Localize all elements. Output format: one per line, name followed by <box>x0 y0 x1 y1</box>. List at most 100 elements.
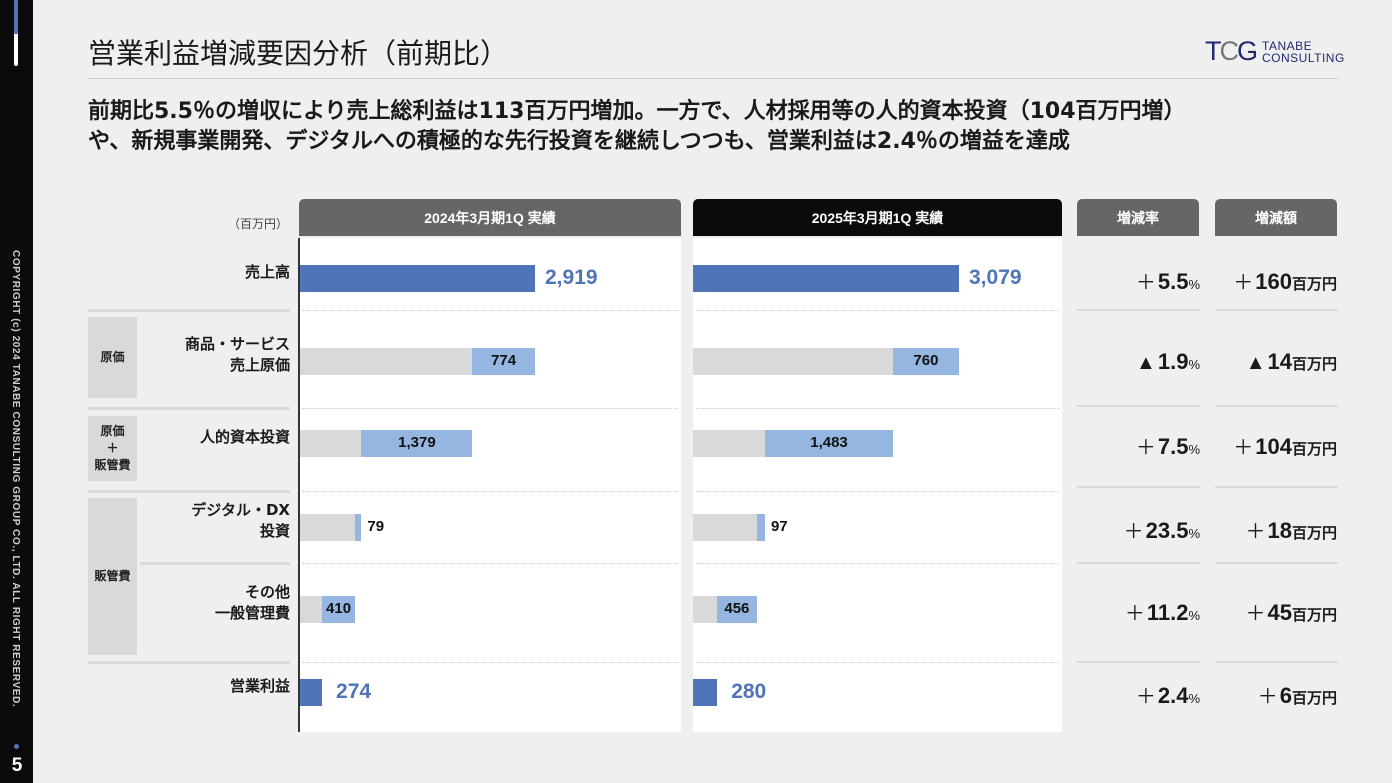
value-label: 274 <box>336 680 372 703</box>
rate-value: 2.4 <box>1157 683 1189 708</box>
lead-message: 前期比5.5％の増収により売上総利益は113百万円増加。一方で、人材採用等の人的… <box>88 97 1186 157</box>
sign: ＋ <box>1245 521 1266 543</box>
row-divider <box>696 408 1060 409</box>
row-divider <box>1077 405 1200 407</box>
header-prev: 2024年3月期1Q 実績 <box>299 199 681 236</box>
unit-label: （百万円） <box>228 217 289 231</box>
row-divider <box>302 408 678 409</box>
header-amount: 増減額 <box>1215 199 1337 236</box>
amount-unit: 百万円 <box>1291 441 1337 458</box>
amount-value: 18 <box>1267 518 1292 543</box>
rate-unit: % <box>1188 526 1200 541</box>
panel-curr <box>693 238 1062 732</box>
value-label: 280 <box>731 680 767 703</box>
row-divider <box>302 310 678 311</box>
page-title: 営業利益増減要因分析（前期比） <box>88 37 509 70</box>
rate-unit: % <box>1188 442 1200 457</box>
row-divider <box>1077 309 1200 311</box>
bar-base <box>693 430 765 457</box>
dot-icon <box>14 744 19 749</box>
lead-line: 前期比5.5％の増収により売上総利益は113百万円増加。一方で、人材採用等の人的… <box>88 99 1186 124</box>
row-divider <box>88 661 290 664</box>
rate-unit: % <box>1188 357 1200 372</box>
rate-value: 1.9 <box>1157 349 1189 374</box>
row-label: 営業利益 <box>229 676 290 695</box>
bar-delta <box>893 348 959 375</box>
amount-value: 45 <box>1267 600 1292 625</box>
value-label: 1,483 <box>810 434 848 451</box>
amount-cell: ＋160百万円 <box>1233 266 1337 295</box>
bar-base <box>300 348 473 375</box>
amount-unit: 百万円 <box>1291 690 1337 707</box>
title-divider <box>88 78 1338 79</box>
value-label: 410 <box>326 600 352 617</box>
amount-cell: ＋104百万円 <box>1233 431 1337 460</box>
amount-value: 14 <box>1267 349 1292 374</box>
row-label: デジタル・DX 投資 <box>191 501 290 540</box>
value-label: 3,079 <box>969 266 1022 289</box>
sign: ＋ <box>1135 686 1156 708</box>
rate-unit: % <box>1188 608 1200 623</box>
sign: ＋ <box>1257 686 1278 708</box>
sign: ＋ <box>1233 272 1254 294</box>
rate-value: 5.5 <box>1157 269 1189 294</box>
panel-prev <box>299 238 681 732</box>
rate-unit: % <box>1188 277 1200 292</box>
bar-base <box>300 596 323 623</box>
bar-delta <box>355 514 362 541</box>
amount-value: 160 <box>1255 269 1292 294</box>
bar-total <box>693 679 718 706</box>
sign: ▲ <box>1245 352 1266 374</box>
rate-cell: ＋7.5% <box>1136 431 1200 460</box>
header-curr: 2025年3月期1Q 実績 <box>693 199 1062 236</box>
rate-cell: ＋5.5% <box>1136 266 1200 295</box>
value-label: 79 <box>367 518 385 535</box>
value-label: 97 <box>770 518 788 535</box>
lead-line: や、新規事業開発、デジタルへの積極的な先行投資を継続しつつも、営業利益は2.4％… <box>88 129 1070 154</box>
row-label: 人的資本投資 <box>199 427 290 446</box>
logo: TCG TANABE CONSULTING <box>1205 36 1345 67</box>
bar-base <box>693 348 894 375</box>
rate-value: 7.5 <box>1157 434 1189 459</box>
rate-cell: ＋23.5% <box>1124 515 1200 544</box>
copyright-text: COPYRIGHT (c) 2024 TANABE CONSULTING GRO… <box>10 250 21 708</box>
rate-unit: % <box>1188 691 1200 706</box>
sign: ＋ <box>1233 437 1254 459</box>
amount-cell: ＋18百万円 <box>1246 515 1338 544</box>
axis-line <box>298 238 300 732</box>
amount-cell: ▲14百万円 <box>1246 349 1337 375</box>
sign: ＋ <box>1245 603 1266 625</box>
bar-delta <box>756 514 765 541</box>
logo-text: TANABE CONSULTING <box>1262 38 1345 65</box>
row-divider <box>88 407 290 410</box>
row-divider <box>140 562 290 565</box>
sign: ＋ <box>1135 272 1156 294</box>
rate-cell: ＋2.4% <box>1136 680 1200 709</box>
amount-unit: 百万円 <box>1291 607 1337 624</box>
row-divider <box>1215 562 1338 564</box>
rate-value: 11.2 <box>1146 600 1189 625</box>
row-divider <box>302 662 678 663</box>
group-sga: 販管費 <box>88 498 137 655</box>
row-divider <box>1215 405 1338 407</box>
page-number: 5 <box>11 755 23 776</box>
bar-delta <box>361 430 473 457</box>
bar-total <box>693 265 959 292</box>
progress-indicator-active <box>14 0 18 34</box>
bar-base <box>693 514 757 541</box>
bar-base <box>300 430 362 457</box>
header-rate: 増減率 <box>1077 199 1199 236</box>
bar-base <box>693 596 718 623</box>
logo-mark: TCG <box>1205 36 1258 66</box>
row-divider <box>302 491 678 492</box>
row-divider <box>88 309 290 312</box>
amount-value: 6 <box>1279 683 1292 708</box>
rate-value: 23.5 <box>1145 518 1189 543</box>
amount-value: 104 <box>1255 434 1292 459</box>
value-label: 760 <box>913 352 939 369</box>
row-divider <box>1077 562 1200 564</box>
bar-delta <box>472 348 535 375</box>
sidebar <box>0 0 33 783</box>
row-divider <box>1077 486 1200 488</box>
value-label: 1,379 <box>398 434 436 451</box>
